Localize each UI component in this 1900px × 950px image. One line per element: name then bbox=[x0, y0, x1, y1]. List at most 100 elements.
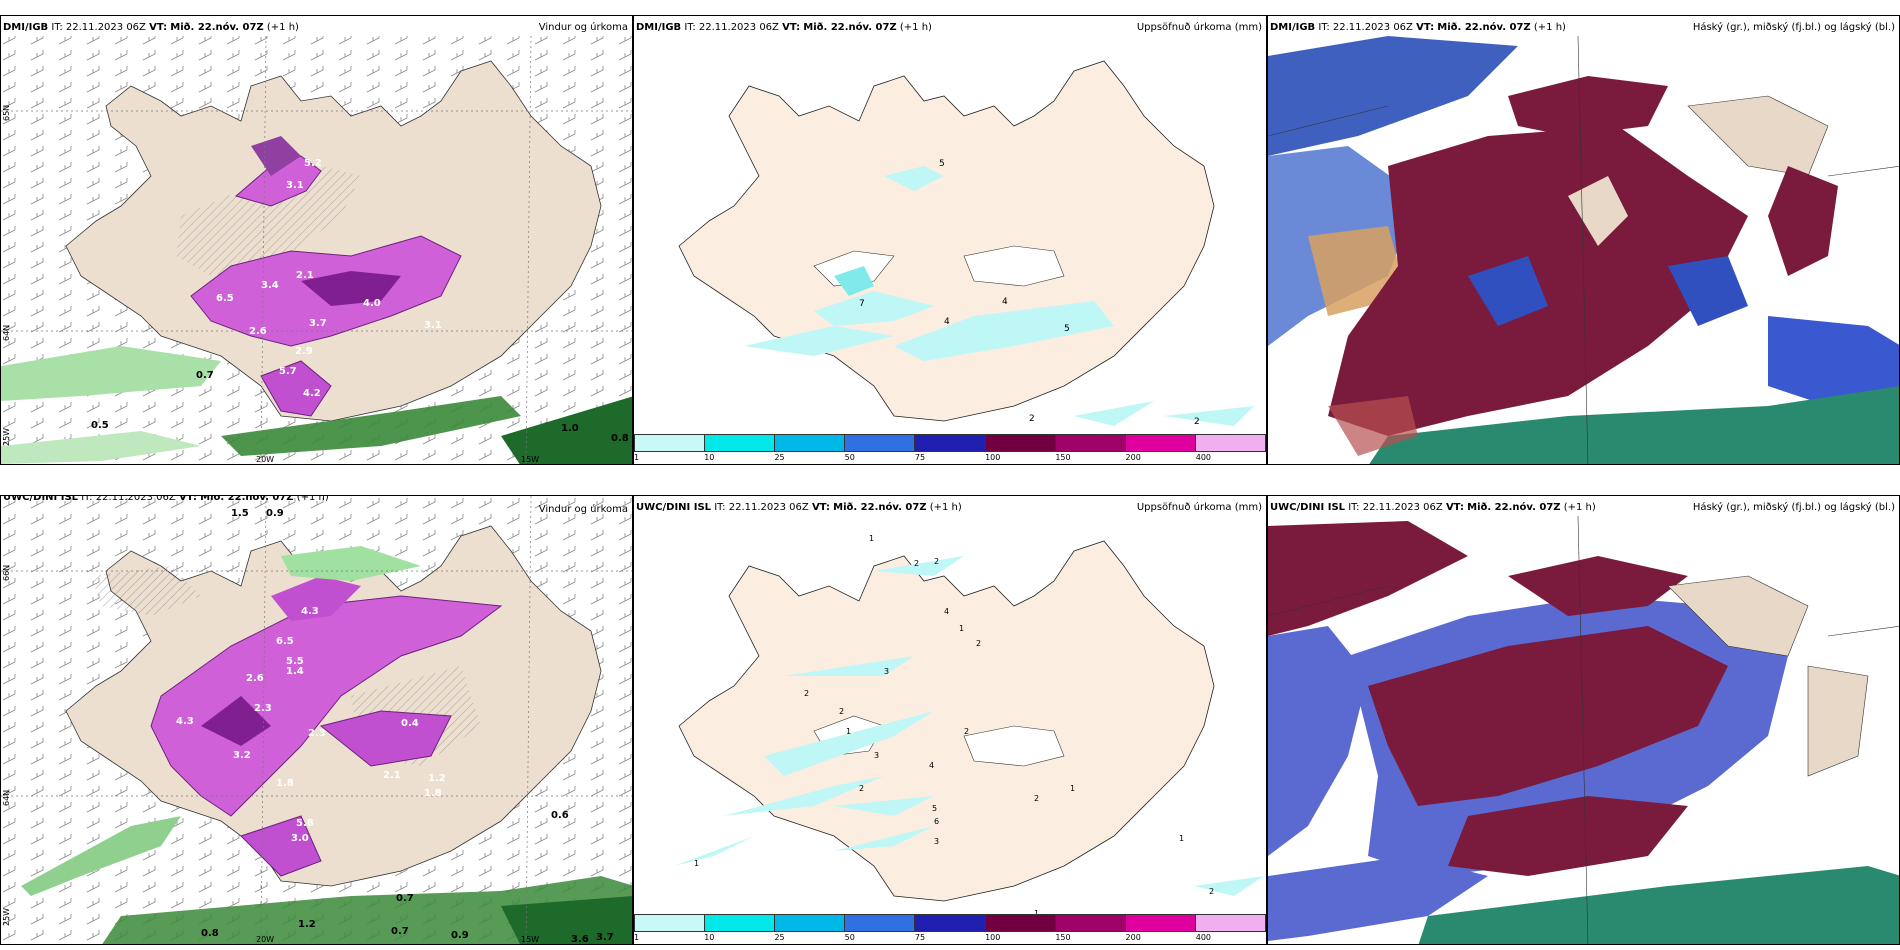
panel-variable: Uppsöfnuð úrkoma (mm) bbox=[1136, 502, 1262, 513]
precip-label: 2.1 bbox=[383, 770, 401, 781]
precip-label: 0.9 bbox=[266, 508, 284, 519]
precip-label: 1.8 bbox=[276, 778, 294, 789]
precip-label: 6.5 bbox=[276, 636, 294, 647]
precip-label: 2.6 bbox=[249, 326, 267, 337]
colorbar-ticks: 1 10 25 50 75 100 150 200 400 bbox=[634, 933, 1212, 942]
axis-label: 65N bbox=[2, 105, 11, 121]
precip-label: 0.8 bbox=[611, 433, 629, 444]
precip-label: 4 bbox=[944, 607, 949, 616]
precip-label: 2 bbox=[839, 707, 844, 716]
precip-label: 5.8 bbox=[296, 818, 314, 829]
precip-label: 0.4 bbox=[401, 718, 419, 729]
axis-label: 15W bbox=[521, 455, 539, 464]
axis-label: 20W bbox=[256, 935, 274, 944]
precip-label: 5.5 bbox=[286, 656, 304, 667]
colorbar bbox=[634, 914, 1266, 932]
precip-label: 3 bbox=[874, 751, 879, 760]
precip-label: 1.0 bbox=[561, 423, 579, 434]
precip-label: 3.2 bbox=[233, 750, 251, 761]
precip-label: 2.1 bbox=[296, 270, 314, 281]
panel-variable: Vindur og úrkoma bbox=[538, 504, 628, 515]
accum-map-dmi: 5 7 4 4 5 2 2 bbox=[678, 60, 1254, 427]
panel-variable: Háský (gr.), miðský (fj.bl.) og lágský (… bbox=[1692, 22, 1895, 33]
precip-label: 4.2 bbox=[303, 388, 321, 399]
precip-label: 3.7 bbox=[596, 932, 614, 943]
precip-label: 4 bbox=[929, 761, 934, 770]
precip-label: 2 bbox=[964, 727, 969, 736]
iceland-land bbox=[678, 540, 1215, 902]
precip-label: 1.5 bbox=[231, 508, 249, 519]
precip-label: 6 bbox=[934, 817, 939, 826]
precip-label: 1 bbox=[846, 727, 851, 736]
precip-label: 1 bbox=[869, 534, 874, 543]
axis-label: 20W bbox=[256, 455, 274, 464]
precip-label: 3.0 bbox=[291, 833, 309, 844]
precip-label: 2 bbox=[976, 639, 981, 648]
precip-label: 2 bbox=[804, 689, 809, 698]
panel-wind-precip-uwc: 4.3 6.5 5.5 2.6 1.4 2.3 4.3 2.3 3.2 1.8 … bbox=[0, 495, 633, 945]
precip-label: 5 bbox=[939, 159, 945, 169]
panel-variable: Vindur og úrkoma bbox=[538, 22, 628, 33]
precip-label: 0.5 bbox=[91, 420, 109, 431]
cloud-map-uwc bbox=[1268, 515, 1899, 944]
panel-variable: Uppsöfnuð úrkoma (mm) bbox=[1136, 22, 1262, 33]
precip-label: 1 bbox=[694, 859, 699, 868]
axis-label: 25W bbox=[2, 908, 11, 926]
precip-label: 2.9 bbox=[295, 346, 313, 357]
precip-label: 1 bbox=[959, 624, 964, 633]
precip-label: 2 bbox=[934, 557, 939, 566]
axis-label: 15W bbox=[521, 935, 539, 944]
precip-label: 7 bbox=[859, 299, 865, 309]
axis-label: 25W bbox=[2, 428, 11, 446]
colorbar-ticks: 1 10 25 50 75 100 150 200 400 bbox=[634, 453, 1212, 462]
precip-label: 5 bbox=[1064, 324, 1070, 334]
precip-label: 4 bbox=[944, 317, 950, 327]
precip-label: 3 bbox=[934, 837, 939, 846]
precip-label: 1 bbox=[1070, 784, 1075, 793]
precip-label: 3.1 bbox=[424, 320, 442, 331]
precip-label: 1 bbox=[1179, 834, 1184, 843]
precip-label: 0.7 bbox=[196, 370, 214, 381]
axis-label: 64N bbox=[2, 790, 11, 806]
axis-label: 66N bbox=[2, 565, 11, 581]
colorbar bbox=[634, 434, 1266, 452]
precip-label: 0.6 bbox=[551, 810, 569, 821]
precip-label: 1.4 bbox=[286, 666, 304, 677]
panel-wind-precip-dmi: DMI/IGB IT: 22.11.2023 06Z VT: Mið. 22.n… bbox=[0, 15, 633, 465]
precip-label: 0.8 bbox=[201, 928, 219, 939]
precip-label: 2 bbox=[1209, 887, 1214, 896]
precip-label: 3 bbox=[884, 667, 889, 676]
precip-label: 1.8 bbox=[424, 788, 442, 799]
precip-label: 2.3 bbox=[254, 703, 272, 714]
precip-label: 4.0 bbox=[363, 298, 381, 309]
precip-label: 0.9 bbox=[451, 930, 469, 941]
precip-label: 5.7 bbox=[279, 366, 297, 377]
panel-title: DMI/IGB IT: 22.11.2023 06Z VT: Mið. 22.n… bbox=[636, 22, 932, 33]
panel-title: UWC/DINI ISL IT: 22.11.2023 06Z VT: Mið.… bbox=[636, 502, 962, 513]
precip-label: 0.7 bbox=[396, 893, 414, 904]
precip-label: 3.6 bbox=[571, 934, 589, 945]
precip-label: 6.5 bbox=[216, 293, 234, 304]
precip-label: 2.6 bbox=[246, 673, 264, 684]
precip-label: 3.4 bbox=[261, 280, 279, 291]
panel-title: UWC/DINI ISL IT: 22.11.2023 06Z VT: Mið.… bbox=[1270, 502, 1596, 513]
accum-map-uwc: 1 2 2 4 1 2 3 2 2 1 3 4 2 5 6 3 2 2 1 1 … bbox=[674, 534, 1264, 918]
precip-label: 5.2 bbox=[304, 158, 322, 169]
panel-title: UWC/DINI ISL IT: 22.11.2023 06Z VT: Mið.… bbox=[3, 495, 329, 503]
precip-label: 2 bbox=[1034, 794, 1039, 803]
panel-title: DMI/IGB IT: 22.11.2023 06Z VT: Mið. 22.n… bbox=[3, 22, 299, 33]
panel-clouds-uwc: UWC/DINI ISL IT: 22.11.2023 06Z VT: Mið.… bbox=[1267, 495, 1900, 945]
precip-label: 2.3 bbox=[308, 728, 326, 739]
precip-label: 2 bbox=[859, 784, 864, 793]
precip-label: 3.1 bbox=[286, 180, 304, 191]
panel-accum-precip-dmi: DMI/IGB IT: 22.11.2023 06Z VT: Mið. 22.n… bbox=[633, 15, 1267, 465]
wind-map-dmi: 3.1 5.2 4.0 3.7 2.9 2.6 5.7 4.2 6.5 3.4 … bbox=[1, 35, 632, 464]
precip-label: 2 bbox=[1194, 417, 1200, 427]
precip-label: 2 bbox=[914, 559, 919, 568]
precip-label: 0.7 bbox=[391, 926, 409, 937]
precip-label: 4.3 bbox=[176, 716, 194, 727]
precip-label: 3.7 bbox=[309, 318, 327, 329]
panel-variable: Háský (gr.), miðský (fj.bl.) og lágský (… bbox=[1692, 502, 1895, 513]
axis-label: 64N bbox=[2, 325, 11, 341]
precip-label: 1.2 bbox=[428, 773, 446, 784]
